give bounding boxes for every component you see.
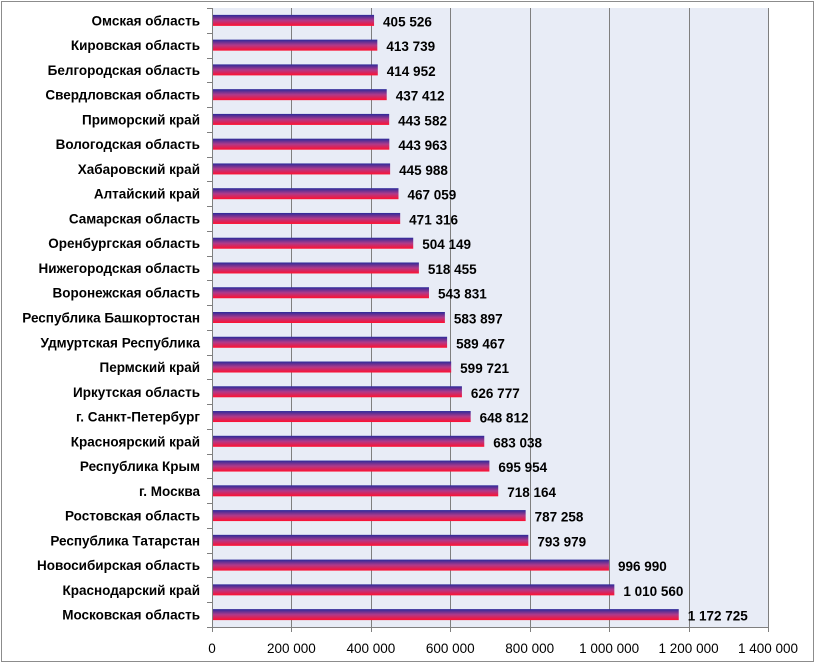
category-label: Красноярский край bbox=[71, 434, 200, 449]
bar bbox=[213, 510, 526, 522]
bar bbox=[213, 14, 375, 26]
data-label: 445 988 bbox=[399, 163, 448, 178]
category-label: Московская область bbox=[62, 608, 200, 623]
category-label: Краснодарский край bbox=[63, 583, 200, 598]
bar bbox=[213, 212, 401, 224]
data-label: 683 038 bbox=[493, 435, 542, 450]
category-label: Пермский край bbox=[99, 360, 200, 375]
category-label: Кировская область bbox=[71, 38, 200, 53]
gridlines bbox=[291, 8, 769, 627]
category-label: г. Санкт-Петербург bbox=[76, 410, 200, 425]
bar bbox=[213, 336, 448, 348]
data-label: 1 010 560 bbox=[623, 584, 683, 599]
bars bbox=[213, 14, 679, 621]
data-label: 471 316 bbox=[409, 212, 458, 227]
category-label: Новосибирская область bbox=[37, 558, 200, 573]
x-tick-label: 800 000 bbox=[505, 641, 554, 656]
x-tick-label: 0 bbox=[208, 641, 216, 656]
bar bbox=[213, 39, 378, 51]
bar bbox=[213, 435, 485, 447]
x-tick-label: 1 000 000 bbox=[579, 641, 639, 656]
bar bbox=[213, 237, 414, 249]
data-label: 504 149 bbox=[422, 237, 471, 252]
category-label: Омская область bbox=[92, 13, 200, 28]
x-tick-label: 200 000 bbox=[267, 641, 316, 656]
data-label: 518 455 bbox=[428, 262, 477, 277]
data-label: 793 979 bbox=[537, 534, 586, 549]
data-label: 583 897 bbox=[454, 312, 503, 327]
bar bbox=[213, 584, 615, 596]
category-label: Вологодская область bbox=[56, 137, 200, 152]
data-label: 443 963 bbox=[398, 138, 447, 153]
bar bbox=[213, 287, 429, 299]
category-label: Удмуртская Республика bbox=[41, 335, 201, 350]
category-label: Оренбургская область bbox=[48, 236, 200, 251]
category-label: Самарская область bbox=[69, 211, 200, 226]
x-tick-labels: 0 200 000 400 000 600 000 800 000 1 000 000 1 … bbox=[208, 641, 798, 656]
category-label: Белгородская область bbox=[48, 63, 200, 78]
data-label: 443 582 bbox=[398, 113, 447, 128]
data-label: 543 831 bbox=[438, 287, 487, 302]
bar bbox=[213, 559, 609, 571]
bar bbox=[213, 312, 445, 323]
category-label: Ростовская область bbox=[65, 509, 200, 524]
bar bbox=[213, 188, 399, 200]
value-labels: 405 526 413 739 414 952 437 412 443 582 443 9… bbox=[383, 14, 748, 623]
x-tick-label: 400 000 bbox=[346, 641, 395, 656]
x-tick-label: 1 400 000 bbox=[738, 641, 798, 656]
category-labels: Омская область Кировская область Белгородс… bbox=[22, 13, 200, 622]
data-label: 648 812 bbox=[480, 411, 529, 426]
data-label: 996 990 bbox=[618, 559, 667, 574]
bar bbox=[213, 89, 387, 101]
x-tick-label: 1 200 000 bbox=[659, 641, 719, 656]
category-label: Республика Крым bbox=[80, 459, 200, 474]
data-label: 626 777 bbox=[471, 386, 520, 401]
x-tick-label: 600 000 bbox=[426, 641, 475, 656]
bar bbox=[213, 609, 679, 621]
bar bbox=[213, 460, 490, 472]
bar bbox=[213, 163, 391, 175]
category-label: г. Москва bbox=[139, 484, 200, 499]
bar bbox=[213, 113, 390, 125]
data-label: 718 164 bbox=[507, 485, 556, 500]
bar bbox=[213, 485, 499, 497]
data-label: 695 954 bbox=[498, 460, 547, 475]
data-label: 1 172 725 bbox=[688, 609, 749, 624]
category-label: Хабаровский край bbox=[78, 162, 200, 177]
bar bbox=[213, 534, 529, 546]
data-label: 589 467 bbox=[456, 336, 505, 351]
axes bbox=[207, 8, 769, 632]
bar bbox=[213, 411, 471, 423]
category-label: Алтайский край bbox=[94, 187, 200, 202]
data-label: 467 059 bbox=[407, 188, 456, 203]
data-label: 599 721 bbox=[460, 361, 509, 376]
bar bbox=[213, 262, 419, 274]
data-label: 414 952 bbox=[387, 64, 436, 79]
data-label: 405 526 bbox=[383, 14, 432, 29]
category-label: Нижегородская область bbox=[39, 261, 201, 276]
category-label: Приморский край bbox=[82, 112, 200, 127]
bar bbox=[213, 138, 390, 150]
category-label: Воронежская область bbox=[52, 286, 200, 301]
data-label: 437 412 bbox=[396, 89, 445, 104]
bar bbox=[213, 361, 452, 373]
data-label: 413 739 bbox=[386, 39, 435, 54]
data-label: 787 258 bbox=[535, 510, 584, 525]
bar bbox=[213, 386, 462, 398]
category-label: Иркутская область bbox=[73, 385, 200, 400]
bar bbox=[213, 64, 378, 76]
category-label: Республика Татарстан bbox=[50, 533, 200, 548]
category-label: Республика Башкортостан bbox=[22, 311, 200, 326]
category-label: Свердловская область bbox=[45, 88, 200, 103]
